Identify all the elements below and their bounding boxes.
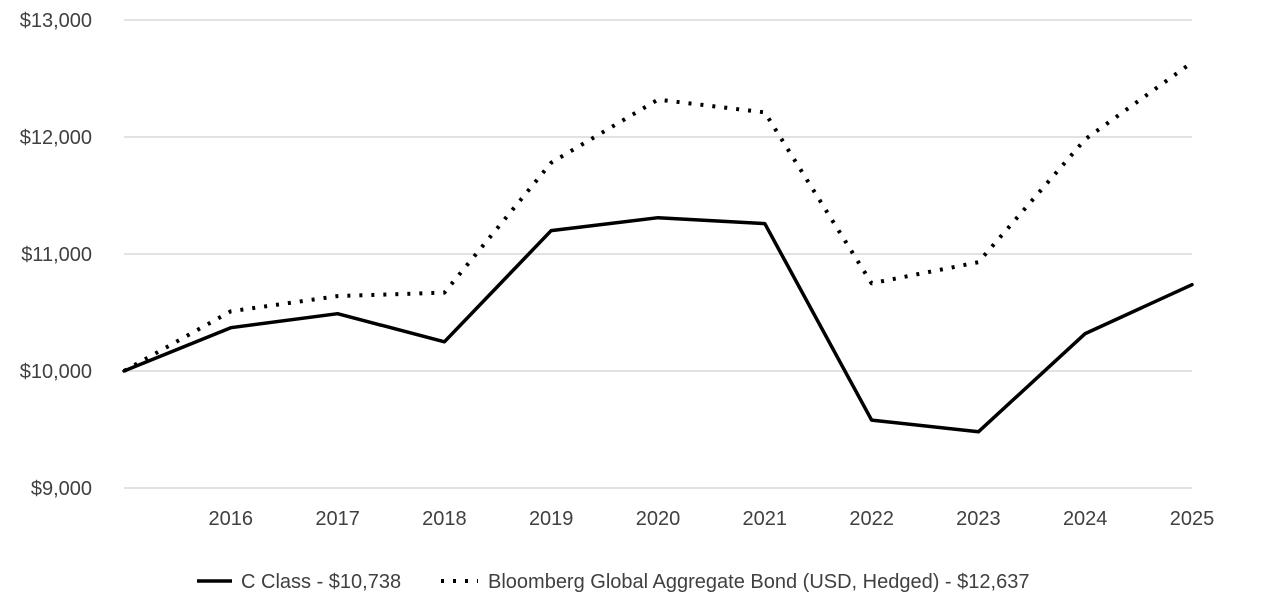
- legend-label-c-class: C Class - $10,738: [241, 571, 401, 593]
- x-tick-label: 2021: [743, 508, 788, 530]
- x-axis-tick-labels: 2016 2017 2018 2019 2020 2021 2022 2023 2024 2025: [209, 508, 1215, 530]
- y-tick-label: $9,000: [31, 478, 92, 500]
- y-tick-label: $13,000: [20, 10, 92, 32]
- x-tick-label: 2020: [636, 508, 681, 530]
- legend-label-benchmark: Bloomberg Global Aggregate Bond (USD, He…: [488, 571, 1029, 593]
- y-tick-label: $12,000: [20, 127, 92, 149]
- y-tick-label: $10,000: [20, 361, 92, 383]
- y-axis-tick-labels: $13,000 $12,000 $11,000 $10,000 $9,000: [20, 10, 92, 500]
- x-tick-label: 2019: [529, 508, 574, 530]
- x-tick-label: 2024: [1063, 508, 1108, 530]
- x-tick-label: 2025: [1170, 508, 1215, 530]
- y-tick-label: $11,000: [21, 244, 92, 266]
- x-tick-label: 2023: [956, 508, 1001, 530]
- legend: C Class - $10,738 Bloomberg Global Aggreg…: [197, 571, 1029, 593]
- series-line-c-class: [122, 215, 1194, 434]
- series-lines: [122, 60, 1194, 434]
- gridlines: [124, 19, 1192, 489]
- x-tick-label: 2018: [422, 508, 467, 530]
- series-line-benchmark: [123, 60, 1194, 373]
- x-tick-label: 2017: [315, 508, 360, 530]
- x-tick-label: 2022: [849, 508, 894, 530]
- x-tick-label: 2016: [209, 508, 254, 530]
